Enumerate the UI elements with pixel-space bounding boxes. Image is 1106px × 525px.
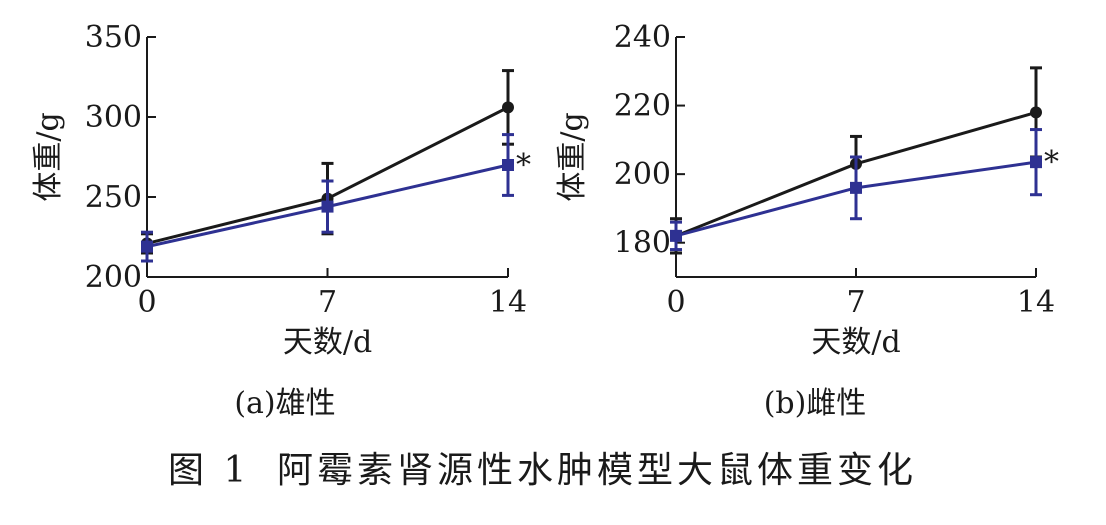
- x-axis-label: 天数/d: [811, 325, 900, 360]
- figure-caption: 图 1 阿霉素肾源性水肿模型大鼠体重变化: [168, 450, 917, 491]
- y-tick-label: 350: [85, 20, 142, 55]
- panel-caption: (b)雌性: [764, 386, 867, 421]
- figure-caption-number: 图 1: [168, 450, 250, 491]
- x-tick-label: 0: [137, 285, 156, 320]
- x-tick-label: 7: [846, 285, 865, 320]
- data-point-square: [670, 229, 682, 242]
- significance-marker: *: [516, 148, 531, 183]
- figure-caption-text: 阿霉素肾源性水肿模型大鼠体重变化: [277, 450, 917, 491]
- data-point-circle: [1030, 106, 1042, 119]
- chart-panel-a: 200 250 300 350 0 7 14 天数/d 体重/g (a)雄性 *: [31, 20, 531, 421]
- y-tick-label: 180: [614, 226, 671, 261]
- y-tick-label: 200: [614, 157, 671, 192]
- y-tick-label: 220: [614, 89, 671, 124]
- data-point-circle: [502, 101, 514, 114]
- x-tick-label: 7: [318, 285, 337, 320]
- chart-panel-b: 180 200 220 240 0 7 14 天数/d 体重/g (b)雌性 *: [555, 20, 1059, 421]
- data-point-square: [321, 200, 334, 213]
- significance-marker: *: [1044, 145, 1059, 180]
- data-point-square: [850, 181, 862, 194]
- y-tick-label: 250: [85, 180, 142, 215]
- data-point-square: [141, 240, 153, 253]
- y-tick-label: 300: [85, 100, 142, 135]
- x-tick-label: 14: [489, 285, 527, 320]
- data-point-square: [502, 159, 514, 171]
- y-tick-label: 240: [614, 20, 671, 55]
- x-axis-label: 天数/d: [283, 325, 372, 360]
- x-tick-label: 0: [666, 285, 685, 320]
- data-point-square: [1030, 156, 1042, 169]
- y-axis-label: 体重/g: [31, 112, 66, 201]
- y-tick-label: 200: [85, 260, 142, 295]
- x-tick-label: 14: [1017, 285, 1055, 320]
- panel-caption: (a)雄性: [234, 386, 335, 421]
- y-axis-label: 体重/g: [555, 112, 590, 201]
